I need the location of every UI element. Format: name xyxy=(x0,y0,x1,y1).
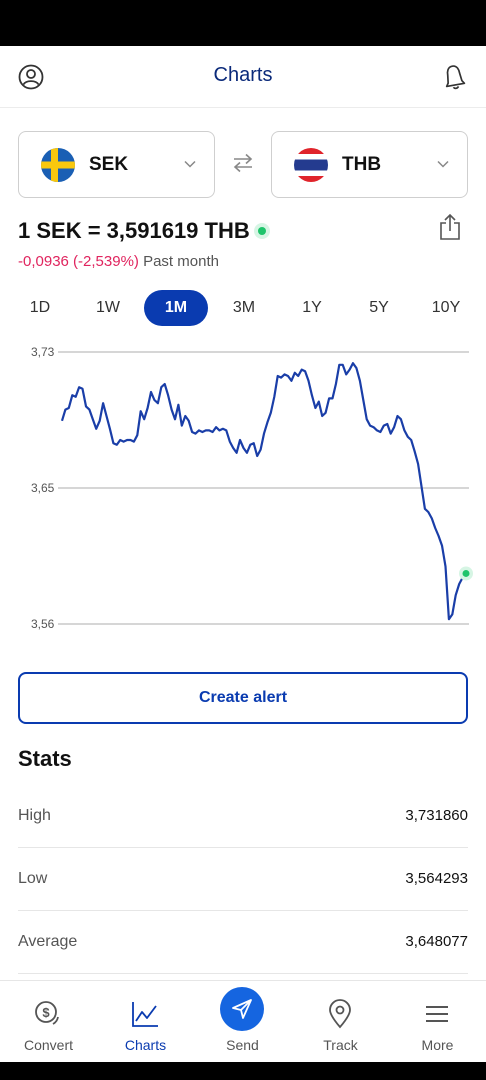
create-alert-button[interactable]: Create alert xyxy=(18,672,468,724)
status-bar xyxy=(0,0,486,46)
stat-value: 3,648077 xyxy=(405,933,468,950)
rate-change: -0,0936 (-2,539%) Past month xyxy=(18,253,219,270)
svg-text:$: $ xyxy=(42,1005,50,1020)
rate-change-value: -0,0936 (-2,539%) xyxy=(18,253,139,270)
tab-label: Track xyxy=(323,1037,358,1053)
tab-track[interactable]: Track xyxy=(292,981,389,1063)
range-1y[interactable]: 1Y xyxy=(302,299,322,316)
chevron-down-icon xyxy=(437,160,449,168)
sweden-flag-icon xyxy=(41,148,75,182)
stat-value: 3,564293 xyxy=(405,870,468,887)
live-status-dot xyxy=(258,227,266,235)
rate-chart: 3,73 3,65 3,56 xyxy=(31,345,473,631)
stats-title: Stats xyxy=(18,746,72,771)
chevron-down-icon xyxy=(184,160,196,168)
tab-send[interactable]: Send xyxy=(194,981,291,1063)
stat-row-average: Average 3,648077 xyxy=(18,911,468,974)
system-nav-bar xyxy=(0,1062,486,1080)
y-tick-label: 3,73 xyxy=(31,345,55,359)
rate-change-period: Past month xyxy=(143,253,219,270)
tab-label: More xyxy=(421,1037,454,1053)
profile-icon[interactable] xyxy=(18,64,44,90)
swap-currencies-icon[interactable] xyxy=(231,152,255,174)
to-currency-code: THB xyxy=(342,154,382,175)
menu-icon xyxy=(426,1006,448,1022)
stat-label: Average xyxy=(18,933,78,950)
stat-row-low: Low 3,564293 xyxy=(18,848,468,911)
from-currency-code: SEK xyxy=(89,154,129,175)
location-pin-icon xyxy=(329,999,351,1029)
tab-charts[interactable]: Charts xyxy=(97,981,194,1063)
send-button-circle xyxy=(220,987,264,1031)
tab-label: Charts xyxy=(124,1037,167,1053)
thailand-flag-icon xyxy=(294,148,328,182)
tab-convert[interactable]: $ Convert xyxy=(0,981,97,1063)
from-currency-selector[interactable]: SEK xyxy=(18,131,215,198)
exchange-rate: 1 SEK = 3,591619 THB xyxy=(18,218,250,243)
share-icon[interactable] xyxy=(438,213,462,241)
stat-label: Low xyxy=(18,870,48,887)
send-icon xyxy=(232,999,252,1019)
convert-icon: $ xyxy=(35,1001,59,1025)
tab-label: Convert xyxy=(23,1037,74,1053)
bell-icon[interactable] xyxy=(442,64,466,90)
current-rate-marker xyxy=(462,569,470,577)
range-1d[interactable]: 1D xyxy=(29,299,51,316)
charts-icon xyxy=(132,1002,158,1027)
range-1m[interactable]: 1M xyxy=(144,290,208,326)
stat-label: High xyxy=(18,807,51,824)
range-5y[interactable]: 5Y xyxy=(369,299,389,316)
rate-series-line xyxy=(60,362,467,621)
range-3m[interactable]: 3M xyxy=(232,299,256,316)
tab-label: Send xyxy=(226,1037,259,1053)
stat-value: 3,731860 xyxy=(405,807,468,824)
page-title: Charts xyxy=(213,64,273,86)
top-header: Charts xyxy=(0,46,486,108)
range-10y[interactable]: 10Y xyxy=(431,299,461,316)
bottom-tab-bar: $ Convert Charts Send Track More xyxy=(0,980,486,1062)
time-range-selector: 1D 1W 1M 3M 1Y 5Y 10Y xyxy=(0,290,486,328)
to-currency-selector[interactable]: THB xyxy=(271,131,468,198)
y-tick-label: 3,56 xyxy=(31,617,55,631)
stat-row-high: High 3,731860 xyxy=(18,785,468,848)
range-1w[interactable]: 1W xyxy=(96,299,120,316)
tab-more[interactable]: More xyxy=(389,981,486,1063)
y-tick-label: 3,65 xyxy=(31,481,55,495)
